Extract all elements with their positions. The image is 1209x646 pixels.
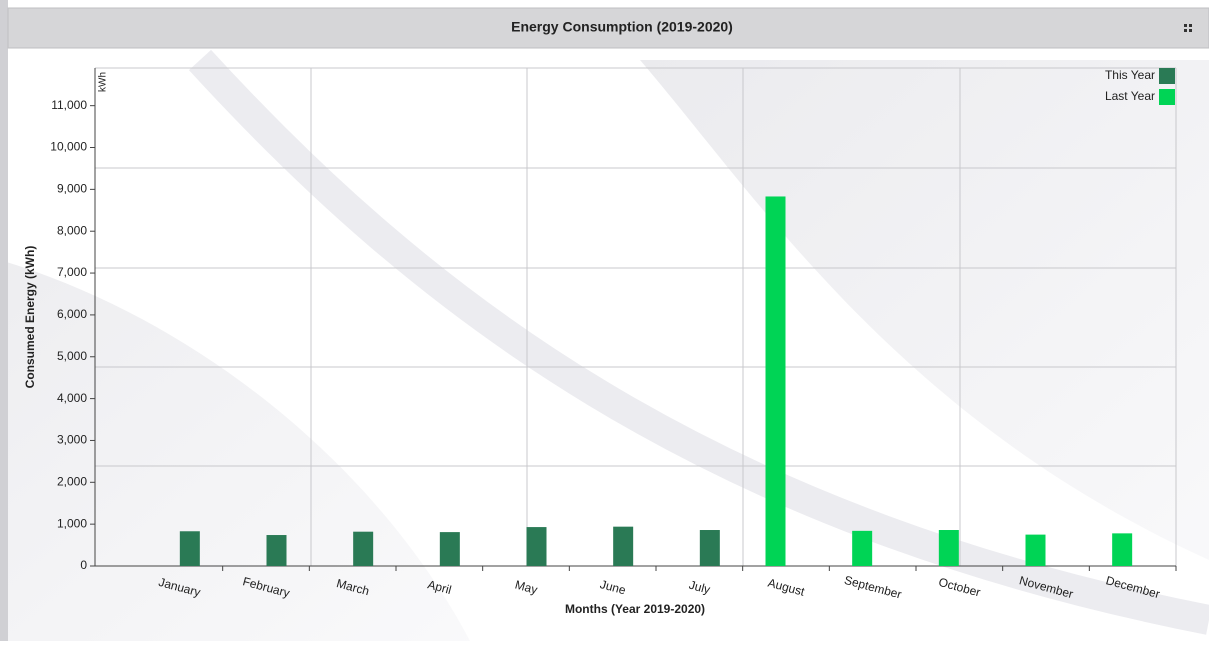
y-tick-label: 0 (80, 558, 87, 572)
side-strip (0, 0, 8, 641)
bar (765, 196, 786, 566)
y-tick-label: 11,000 (51, 98, 87, 112)
legend-label: Last Year (1105, 89, 1155, 103)
bar (613, 526, 634, 566)
bar (353, 531, 374, 566)
legend-swatch (1159, 89, 1175, 105)
x-tick-label: April (426, 577, 453, 597)
bar (1025, 534, 1046, 566)
y-tick-label: 4,000 (57, 391, 87, 405)
y-tick-label: 2,000 (57, 474, 87, 488)
legend-swatch (1159, 68, 1175, 84)
bar (1112, 533, 1133, 566)
decoration (0, 260, 470, 641)
y-axis-title: Consumed Energy (kWh) (23, 246, 37, 389)
bar (179, 531, 200, 566)
y-tick-label: 7,000 (57, 265, 87, 279)
y-tick-label: 5,000 (57, 349, 87, 363)
bar (266, 535, 287, 566)
chart-title: Energy Consumption (2019-2020) (511, 19, 733, 35)
bar (938, 530, 959, 566)
y-tick-label: 8,000 (57, 223, 87, 237)
y-tick-label: 6,000 (57, 307, 87, 321)
bar (852, 530, 873, 566)
decoration (188, 49, 1209, 635)
background-grid (95, 67, 1177, 566)
y-tick-label: 3,000 (57, 433, 87, 447)
x-tick-label: June (598, 577, 627, 597)
bar (699, 530, 720, 566)
legend-label: This Year (1105, 68, 1155, 82)
decoration (640, 60, 1209, 560)
header (7, 7, 1209, 49)
expand-icon[interactable] (1184, 24, 1192, 32)
x-axis-title: Months (Year 2019-2020) (565, 602, 705, 616)
x-tick-label: May (513, 578, 539, 597)
bar (526, 527, 547, 566)
bar (439, 532, 460, 566)
unit-label: kWh (98, 72, 109, 92)
y-tick-label: 9,000 (57, 182, 87, 196)
y-tick-label: 10,000 (50, 140, 87, 154)
y-tick-label: 1,000 (57, 516, 87, 530)
x-tick-label: July (687, 578, 711, 597)
